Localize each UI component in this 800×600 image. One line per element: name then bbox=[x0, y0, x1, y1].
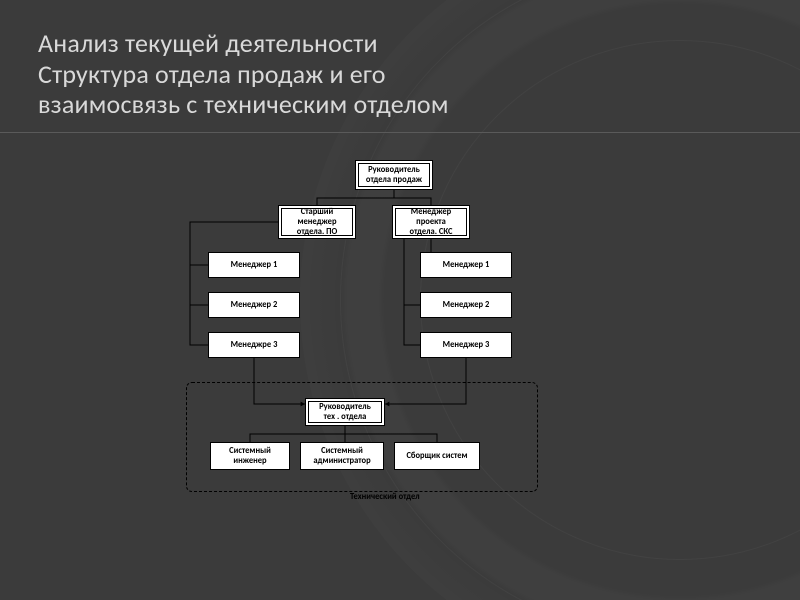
node-po-m3: Менеджре 3 bbox=[208, 332, 300, 358]
title-underline bbox=[0, 132, 800, 133]
group-tech-dept bbox=[186, 382, 538, 492]
title-line-1: Анализ текущей деятельности bbox=[38, 27, 378, 59]
node-sks-m1: Менеджер 1 bbox=[420, 252, 512, 278]
connector-layer bbox=[130, 160, 650, 580]
title-line-3: взаимосвязь с техническим отделом bbox=[38, 88, 449, 120]
node-po-m1: Менеджер 1 bbox=[208, 252, 300, 278]
node-mgr-sks: Менеджерпроектаотдела. СКС bbox=[392, 205, 470, 239]
org-chart-diagram: Руководительотдела продаж Старшийменеджер… bbox=[130, 160, 650, 580]
node-senior-po: Старшийменеджеротдела. ПО bbox=[278, 205, 356, 239]
node-sks-m2: Менеджер 2 bbox=[420, 292, 512, 318]
title-line-2: Структура отдела продаж и его bbox=[38, 58, 386, 90]
group-label-tech-dept: Технический отдел bbox=[350, 492, 420, 502]
node-po-m2: Менеджер 2 bbox=[208, 292, 300, 318]
page-title: Анализ текущей деятельности Структура от… bbox=[38, 28, 678, 120]
node-sks-m3: Менеджер 3 bbox=[420, 332, 512, 358]
node-head-sales: Руководительотдела продаж bbox=[355, 160, 433, 190]
